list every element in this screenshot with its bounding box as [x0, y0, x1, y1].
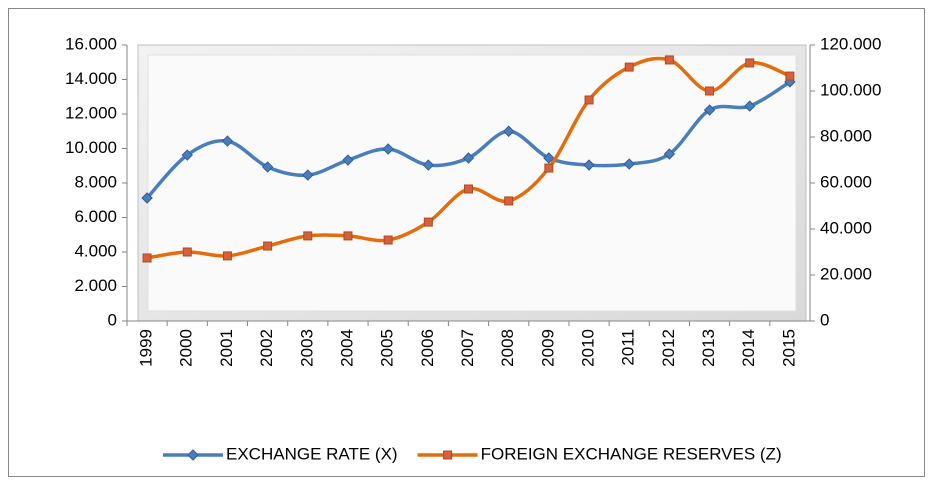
point	[383, 235, 393, 245]
x-tick-label: 2011	[619, 329, 638, 366]
x-tick-label: 2004	[337, 329, 356, 367]
x-tick-label: 2007	[458, 329, 477, 367]
point	[745, 58, 755, 68]
x-tick-label: 2000	[177, 329, 196, 367]
y2-tick-label: 120.000	[820, 34, 881, 53]
point	[664, 55, 674, 65]
point	[342, 154, 354, 166]
point	[544, 163, 554, 173]
point	[624, 62, 634, 72]
legend-label: FOREIGN EXCHANGE RESERVES (Z)	[481, 444, 782, 463]
point	[423, 217, 433, 227]
x-tick-label: 2008	[498, 329, 517, 367]
y-tick-label: 10.000	[65, 138, 117, 157]
y-tick-label: 8.000	[74, 172, 117, 191]
point	[663, 148, 676, 160]
point	[744, 100, 756, 112]
point	[422, 159, 435, 171]
y-tick-label: 14.000	[65, 69, 117, 88]
x-tick-label: 2005	[378, 329, 397, 367]
x-tick-label: 2014	[739, 329, 758, 367]
point	[584, 95, 594, 105]
y-tick-label: 2.000	[74, 276, 117, 295]
point	[182, 247, 192, 257]
x-tick-label: 2002	[257, 329, 276, 367]
point	[141, 192, 153, 204]
point	[583, 159, 595, 171]
x-tick-label: 1999	[137, 329, 156, 367]
x-tick-label: 2006	[418, 329, 437, 367]
point	[543, 152, 555, 164]
x-tick-label: 2001	[217, 329, 236, 367]
point	[502, 125, 515, 137]
point	[263, 241, 273, 251]
point	[187, 449, 199, 461]
point	[785, 71, 795, 81]
point	[462, 152, 475, 164]
y2-tick-label: 60.000	[820, 172, 872, 191]
y-tick-label: 12.000	[65, 103, 117, 122]
x-tick-label: 2013	[699, 329, 718, 367]
point	[623, 158, 635, 170]
y-tick-label: 16.000	[65, 34, 117, 53]
legend-label: EXCHANGE RATE (X)	[226, 444, 398, 463]
point	[302, 169, 314, 181]
x-tick-label: 2010	[579, 329, 598, 367]
point	[303, 231, 313, 241]
x-tick-label: 2012	[659, 329, 678, 367]
point	[464, 184, 473, 194]
point	[181, 149, 193, 161]
point	[382, 143, 394, 155]
y2-tick-label: 20.000	[820, 264, 872, 283]
x-tick-label: 2015	[779, 329, 798, 367]
y2-tick-label: 80.000	[820, 126, 872, 145]
point	[504, 196, 514, 206]
y-tick-label: 4.000	[74, 241, 117, 260]
point	[705, 86, 715, 96]
x-tick-label: 2009	[538, 329, 557, 367]
point	[703, 104, 716, 116]
point	[221, 135, 234, 147]
y-tick-label: 6.000	[74, 207, 117, 226]
point	[443, 450, 453, 460]
point	[142, 253, 152, 263]
y2-tick-label: 0	[820, 310, 829, 329]
y2-tick-label: 100.000	[820, 80, 881, 99]
point	[343, 231, 353, 241]
point	[261, 161, 274, 173]
plot-inner	[147, 54, 797, 312]
y2-tick-label: 40.000	[820, 218, 872, 237]
x-tick-label: 2003	[297, 329, 316, 367]
y-tick-label: 0	[108, 310, 117, 329]
point	[222, 251, 232, 261]
